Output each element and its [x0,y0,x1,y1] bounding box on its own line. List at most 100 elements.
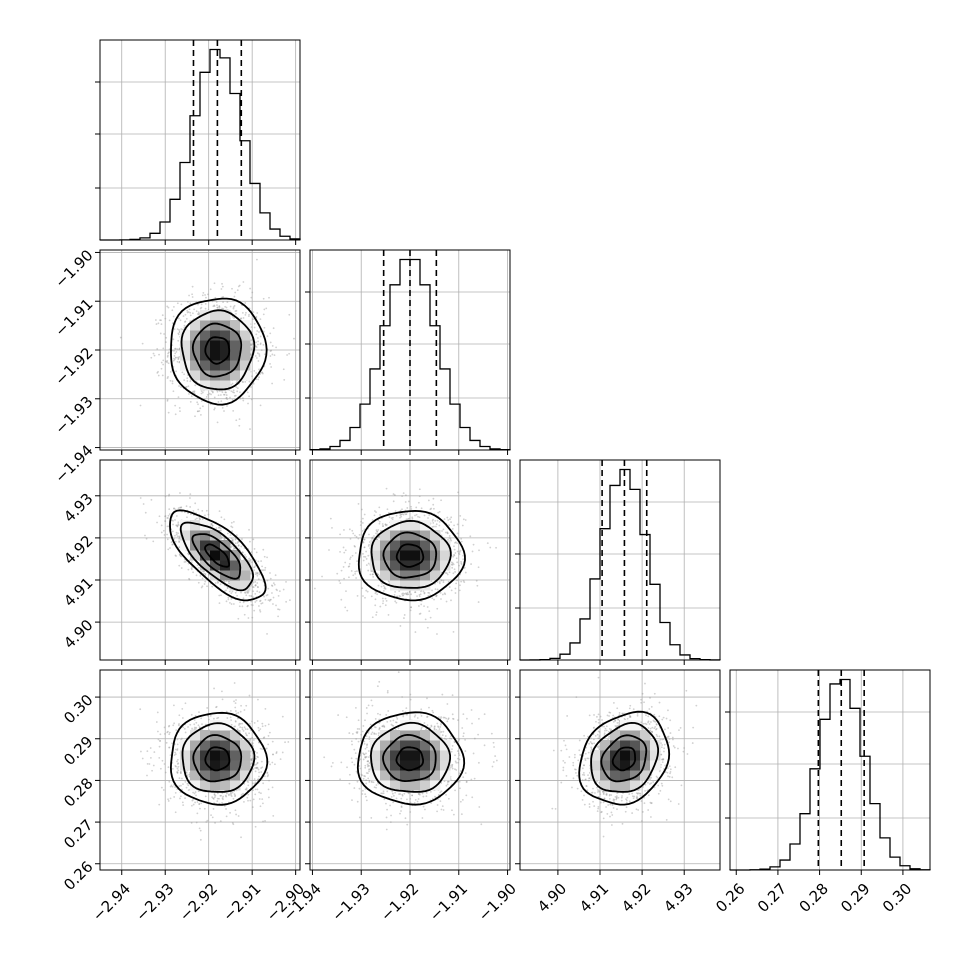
sample-point [371,616,374,619]
sample-point [170,541,173,544]
sample-point [175,533,178,536]
sample-point [432,518,434,521]
sample-point [248,594,251,597]
sample-point [243,591,246,594]
sample-point [171,309,174,312]
sample-point [201,391,204,394]
density-cell [190,340,201,351]
sample-point [286,354,288,356]
sample-point [235,712,238,715]
sample-point [420,600,423,603]
sample-point [303,577,305,579]
sample-point [398,590,401,593]
sample-point [378,520,381,523]
density-cell [190,320,201,331]
sample-point [253,326,256,329]
sample-point [351,554,354,557]
sample-point [440,538,443,541]
density-cell [190,550,201,561]
sample-point [452,555,455,558]
sample-point [249,737,252,740]
sample-point [242,597,245,600]
density-cell [430,560,441,571]
density-cell [200,550,211,561]
sample-point [339,582,342,585]
sample-point [239,722,242,725]
panel-frame [729,669,931,871]
sample-point [235,386,238,388]
sample-point [168,493,171,496]
sample-point [271,353,274,356]
sample-point [448,535,451,537]
density-cell [210,360,221,371]
sample-point [185,385,188,388]
sample-point [248,313,250,316]
density-cell [380,560,391,571]
sample-point [377,573,380,576]
y-tick-label: −1.94 [51,441,96,486]
sample-point [252,382,255,385]
sample-point [356,560,359,563]
sample-point [173,538,176,540]
density-cell [220,350,231,361]
sample-point [395,514,398,517]
sample-point [174,347,177,350]
sample-point [438,582,441,585]
sample-point [360,508,363,511]
sample-point [228,580,230,583]
sample-point [216,582,219,584]
sample-point [348,528,351,531]
sample-point [244,732,247,735]
sample-point [199,518,202,521]
sample-point [370,595,373,598]
sample-point [176,356,179,359]
sample-point [239,726,242,729]
sample-point [348,562,351,565]
sample-point [185,505,188,508]
sample-point [385,524,388,526]
sample-point [261,372,264,375]
sample-point [432,507,435,510]
sample-point [477,566,480,569]
sample-point [218,306,221,309]
sample-point [448,524,450,527]
sample-point [176,302,179,305]
sample-point [454,552,457,554]
sample-point [175,765,178,768]
sample-point [168,746,170,749]
sample-point [357,503,360,505]
sample-point [219,394,222,396]
sample-point [184,321,186,323]
sample-point [165,336,168,339]
sample-point [258,368,260,371]
sample-point [489,546,492,549]
sample-point [196,564,199,567]
sample-point [254,601,257,603]
sample-point [340,569,343,572]
sample-point [263,308,266,311]
sample-point [259,404,262,407]
sample-point [365,564,368,566]
sample-point [257,586,259,589]
contour-line [191,322,243,378]
sample-point [180,555,183,558]
sample-point [163,333,165,335]
sample-point [269,341,272,344]
sample-point [185,317,188,320]
sample-point [462,554,464,557]
sample-point [260,371,263,374]
histogram-step [519,468,721,661]
sample-point [179,506,181,509]
sample-point [385,599,388,602]
sample-point [440,579,443,581]
sample-point [453,553,455,556]
sample-point [371,570,374,572]
sample-point [450,539,453,542]
sample-point [384,588,387,590]
sample-point [231,526,234,529]
sample-point [219,583,222,586]
sample-point [189,493,192,496]
sample-point [447,519,450,521]
sample-point [160,524,163,527]
sample-point [450,563,453,566]
